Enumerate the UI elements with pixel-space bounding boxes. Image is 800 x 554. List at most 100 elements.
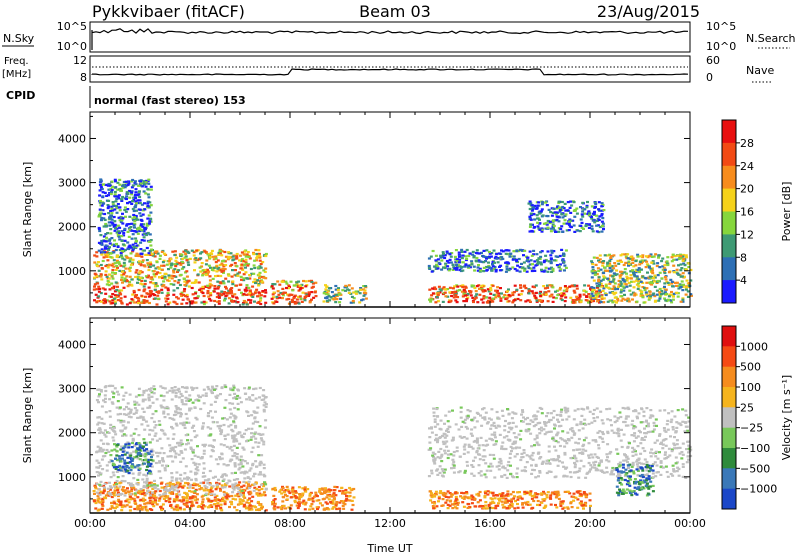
heatmap-cell bbox=[231, 454, 235, 458]
heatmap-cell bbox=[645, 263, 649, 266]
heatmap-cell bbox=[104, 494, 108, 497]
heatmap-cell bbox=[170, 492, 173, 495]
heatmap-cell bbox=[246, 264, 250, 267]
heatmap-cell bbox=[604, 269, 608, 272]
heatmap-cell bbox=[531, 213, 535, 216]
heatmap-cell bbox=[171, 437, 175, 440]
heatmap-cell bbox=[482, 297, 486, 300]
heatmap-cell bbox=[474, 259, 478, 262]
heatmap-cell bbox=[220, 484, 224, 487]
heatmap-cell bbox=[95, 399, 99, 402]
heatmap-cell bbox=[210, 499, 214, 502]
heatmap-cell bbox=[536, 263, 540, 266]
heatmap-cell bbox=[178, 482, 182, 485]
heatmap-cell bbox=[437, 261, 441, 264]
heatmap-cell bbox=[600, 285, 604, 288]
heatmap-cell bbox=[109, 209, 113, 213]
heatmap-cell bbox=[125, 504, 129, 507]
heatmap-cell bbox=[570, 204, 574, 207]
heatmap-cell bbox=[556, 294, 560, 297]
heatmap-cell bbox=[137, 226, 141, 229]
heatmap-cell bbox=[142, 389, 146, 393]
heatmap-cell bbox=[539, 262, 543, 265]
heatmap-cell bbox=[105, 224, 108, 227]
heatmap-cell bbox=[281, 287, 285, 290]
heatmap-cell bbox=[287, 287, 290, 290]
heatmap-cell bbox=[190, 490, 194, 493]
heatmap-cell bbox=[230, 275, 234, 278]
heatmap-cell bbox=[652, 277, 656, 280]
heatmap-cell bbox=[123, 208, 127, 212]
heatmap-cell bbox=[491, 284, 495, 287]
heatmap-cell bbox=[610, 265, 614, 268]
heatmap-cell bbox=[687, 282, 691, 285]
heatmap-cell bbox=[676, 295, 680, 298]
heatmap-cell bbox=[124, 413, 128, 416]
heatmap-cell bbox=[535, 214, 539, 217]
heatmap-cell bbox=[109, 423, 113, 426]
heatmap-cell bbox=[153, 297, 157, 300]
heatmap-cell bbox=[114, 467, 118, 470]
colorbar-tick-label: 28 bbox=[740, 137, 754, 150]
heatmap-cell bbox=[119, 503, 123, 506]
heatmap-cell bbox=[140, 508, 144, 511]
heatmap-cell bbox=[211, 485, 215, 488]
heatmap-cell bbox=[619, 273, 623, 276]
heatmap-cell bbox=[518, 491, 521, 494]
heatmap-cell bbox=[119, 264, 123, 267]
heatmap-cell bbox=[658, 266, 662, 269]
heatmap-cell bbox=[135, 409, 139, 412]
heatmap-cell bbox=[124, 391, 128, 394]
heatmap-cell bbox=[127, 446, 131, 449]
heatmap-cell bbox=[557, 266, 561, 269]
heatmap-cell bbox=[603, 276, 607, 279]
heatmap-cell bbox=[179, 422, 183, 425]
heatmap-cell bbox=[194, 488, 198, 491]
heatmap-cell bbox=[436, 265, 440, 268]
heatmap-cell bbox=[157, 499, 161, 502]
heatmap-cell bbox=[562, 222, 566, 225]
heatmap-cell bbox=[339, 500, 343, 503]
heatmap-cell bbox=[505, 268, 509, 271]
heatmap-cell bbox=[248, 274, 252, 277]
heatmap-cell bbox=[447, 261, 451, 264]
heatmap-cell bbox=[450, 294, 454, 298]
heatmap-cell bbox=[220, 262, 224, 265]
heatmap-cell bbox=[103, 218, 107, 221]
heatmap-cell bbox=[206, 290, 210, 293]
heatmap-cell bbox=[624, 255, 628, 258]
heatmap-cell bbox=[501, 492, 505, 495]
heatmap-cell bbox=[210, 284, 214, 287]
heatmap-cell bbox=[689, 268, 693, 272]
heatmap-cell bbox=[202, 452, 206, 455]
heatmap-cell bbox=[121, 450, 125, 453]
heatmap-cell bbox=[124, 491, 128, 495]
heatmap-cell bbox=[179, 263, 183, 266]
heatmap-cell bbox=[255, 288, 259, 291]
heatmap-cell bbox=[571, 219, 575, 222]
heatmap-cell bbox=[167, 274, 171, 277]
heatmap-cell bbox=[262, 394, 266, 397]
heatmap-cell bbox=[633, 294, 637, 297]
heatmap-cell bbox=[238, 259, 241, 262]
heatmap-cell bbox=[638, 270, 641, 274]
heatmap-cell bbox=[215, 270, 219, 273]
heatmap-cell bbox=[536, 217, 539, 220]
heatmap-cell bbox=[211, 476, 215, 479]
heatmap-cell bbox=[162, 489, 166, 492]
heatmap-cell bbox=[203, 270, 207, 273]
heatmap-cell bbox=[313, 291, 317, 294]
heatmap-cell bbox=[168, 389, 172, 392]
heatmap-cell bbox=[144, 443, 148, 446]
heatmap-cell bbox=[146, 231, 150, 235]
heatmap-cell bbox=[214, 458, 218, 461]
heatmap-cell bbox=[505, 261, 509, 264]
heatmap-cell bbox=[134, 428, 138, 431]
heatmap-cell bbox=[92, 490, 96, 493]
heatmap-cell bbox=[615, 269, 619, 272]
heatmap-cell bbox=[252, 475, 256, 478]
heatmap-cell bbox=[311, 285, 315, 288]
heatmap-cell bbox=[652, 255, 656, 258]
heatmap-cell bbox=[228, 447, 232, 450]
heatmap-cell bbox=[202, 294, 206, 298]
